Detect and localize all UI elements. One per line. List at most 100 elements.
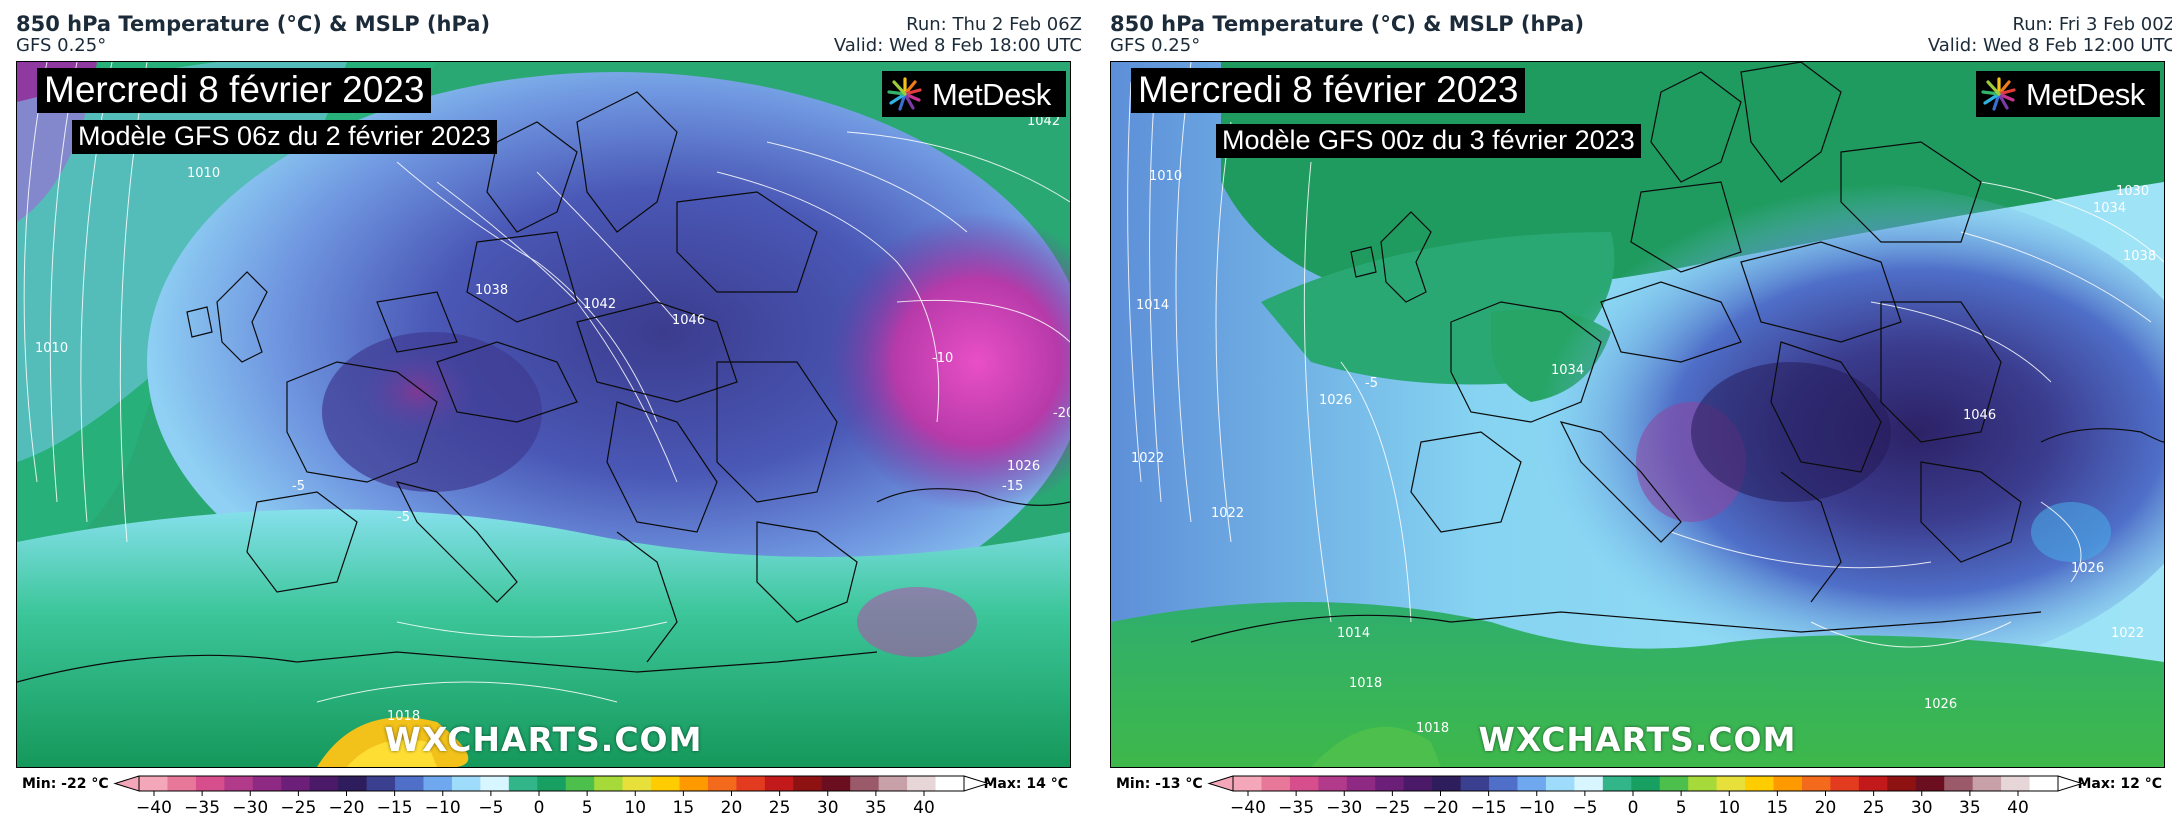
colorbar-tick-label: 35 <box>1959 798 1981 818</box>
colorbar-swatch <box>1858 776 1888 791</box>
colorbar-swatch <box>1688 776 1718 791</box>
colorbar-max-arrow <box>963 775 990 792</box>
colorbar-swatch <box>1631 776 1661 791</box>
isobar-label: 1046 <box>1963 408 1996 423</box>
colorbar-swatch <box>281 776 311 791</box>
colorbar-swatch <box>2001 776 2031 791</box>
colorbar-swatch <box>1801 776 1832 791</box>
colorbar-tick-label: 0 <box>534 798 545 818</box>
colorbar-swatch <box>537 776 567 791</box>
colorbar-swatch <box>451 776 481 791</box>
colorbar-swatch <box>1716 776 1746 791</box>
temperature-map: 1042 1038 1042 1046 1010 1010 1026 1018 … <box>16 61 1071 768</box>
colorbar-tick-label: 5 <box>1676 798 1687 818</box>
model-run-banner: Modèle GFS 00z du 3 février 2023 <box>1216 124 1641 158</box>
colorbar-swatch <box>1602 776 1632 791</box>
colorbar-swatch <box>167 776 197 791</box>
colorbar-tick-label: −10 <box>1519 798 1555 818</box>
colorbar-swatch <box>594 776 624 791</box>
colorbar-swatch <box>2029 776 2059 791</box>
colorbar-tick-label: −35 <box>1278 798 1314 818</box>
colorbar-swatch <box>736 776 766 791</box>
colorbar-swatch <box>1432 776 1462 791</box>
colorbar-tick-label: −25 <box>1374 798 1410 818</box>
isobar-label: 1038 <box>475 283 508 298</box>
valid-label: Valid: Wed 8 Feb 18:00 UTC <box>833 35 1082 56</box>
isotherm-label: -20 <box>1053 406 1070 421</box>
isobar-label: 1010 <box>35 341 68 356</box>
colorbar-tick-label: −40 <box>1230 798 1266 818</box>
colorbar-swatch <box>1972 776 2002 791</box>
colorbar-swatch <box>1773 776 1803 791</box>
colorbar-max-arrow <box>2057 775 2084 792</box>
isobar-label: 1018 <box>387 709 420 724</box>
colorbar-tick-label: 25 <box>769 798 791 818</box>
colorbar-swatch <box>1289 776 1319 791</box>
colorbar-tick-label: 0 <box>1628 798 1639 818</box>
model-run-banner: Modèle GFS 06z du 2 février 2023 <box>72 120 497 154</box>
isobar-label: 1010 <box>187 166 220 181</box>
colorbar-tick-label: 20 <box>721 798 743 818</box>
colorbar-swatch <box>252 776 282 791</box>
colorbar-min-arrow <box>1207 775 1234 792</box>
model-label: GFS 0.25° <box>16 35 107 56</box>
isobar-label: 1042 <box>583 297 616 312</box>
colorbar-tick-label: 20 <box>1815 798 1837 818</box>
colorbar-swatch <box>651 776 681 791</box>
max-temperature-label: Max: 12 °C <box>2077 776 2162 792</box>
isobar-label: 1022 <box>1131 451 1164 466</box>
colorbar-swatch <box>1574 776 1604 791</box>
colorbar-swatch <box>1489 776 1519 791</box>
isobar-label: 1034 <box>1551 363 1584 378</box>
isobar-label: 1010 <box>1149 169 1182 184</box>
colorbar-swatch <box>821 776 851 791</box>
colorbar-swatch <box>480 776 510 791</box>
isotherm-label: -5 <box>397 510 410 525</box>
colorbar-swatch <box>1745 776 1775 791</box>
colorbar-swatch <box>395 776 425 791</box>
chart-title: 850 hPa Temperature (°C) & MSLP (hPa) <box>1110 12 1585 36</box>
colorbar-swatch <box>139 776 169 791</box>
isobar-label: 1022 <box>2111 626 2144 641</box>
colorbar-swatch <box>224 776 254 791</box>
colorbar-tick-label: −20 <box>329 798 365 818</box>
colorbar-swatch <box>508 776 538 791</box>
metdesk-logo-text: MetDesk <box>932 77 1051 112</box>
colorbar-swatch <box>907 776 937 791</box>
isotherm-label: -5 <box>292 479 305 494</box>
metdesk-logo-text: MetDesk <box>2026 77 2145 112</box>
colorbar-swatch <box>1517 776 1547 791</box>
metdesk-logo-icon <box>1981 77 2016 111</box>
map-graphic: 1010 1014 1022 1026 1034 1046 1030 1034 … <box>1111 62 2164 767</box>
isobar-label: 1034 <box>2093 201 2126 216</box>
isobar-label: 1018 <box>1349 676 1382 691</box>
run-label: Run: Fri 3 Feb 00Z <box>2012 14 2172 35</box>
date-banner: Mercredi 8 février 2023 <box>1131 68 1526 113</box>
colorbar-tick-label: −5 <box>478 798 503 818</box>
colorbar-tick-label: 40 <box>913 798 935 818</box>
colorbar-swatch <box>679 776 709 791</box>
colorbar-tick-label: 10 <box>624 798 646 818</box>
colorbar-tick-label: −15 <box>377 798 413 818</box>
isobar-label: 1030 <box>2116 184 2149 199</box>
colorbar-swatch <box>1944 776 1974 791</box>
colorbar-tick-label: 30 <box>1911 798 1933 818</box>
colorbar-swatch <box>309 776 339 791</box>
temperature-map: 1010 1014 1022 1026 1034 1046 1030 1034 … <box>1110 61 2165 768</box>
colorbar-tick-label: 15 <box>1767 798 1789 818</box>
colorbar-swatch <box>366 776 396 791</box>
colorbar-swatch <box>1375 776 1405 791</box>
metdesk-logo: MetDesk <box>882 71 1066 117</box>
isobar-label: 1026 <box>1007 459 1040 474</box>
isobar-label: 1026 <box>1924 697 1957 712</box>
chart-panel-left: 850 hPa Temperature (°C) & MSLP (hPa) GF… <box>14 0 1084 832</box>
colorbar-tick-label: 10 <box>1718 798 1740 818</box>
colorbar-swatch <box>565 776 595 791</box>
colorbar-swatch <box>622 776 652 791</box>
colorbar-tick-label: −25 <box>280 798 316 818</box>
colorbar-tick-label: −30 <box>1326 798 1362 818</box>
colorbar-swatch <box>1233 776 1263 791</box>
isobar-label: 1014 <box>1136 298 1169 313</box>
colorbar-swatch <box>1403 776 1433 791</box>
isobar-label: 1014 <box>1337 626 1370 641</box>
